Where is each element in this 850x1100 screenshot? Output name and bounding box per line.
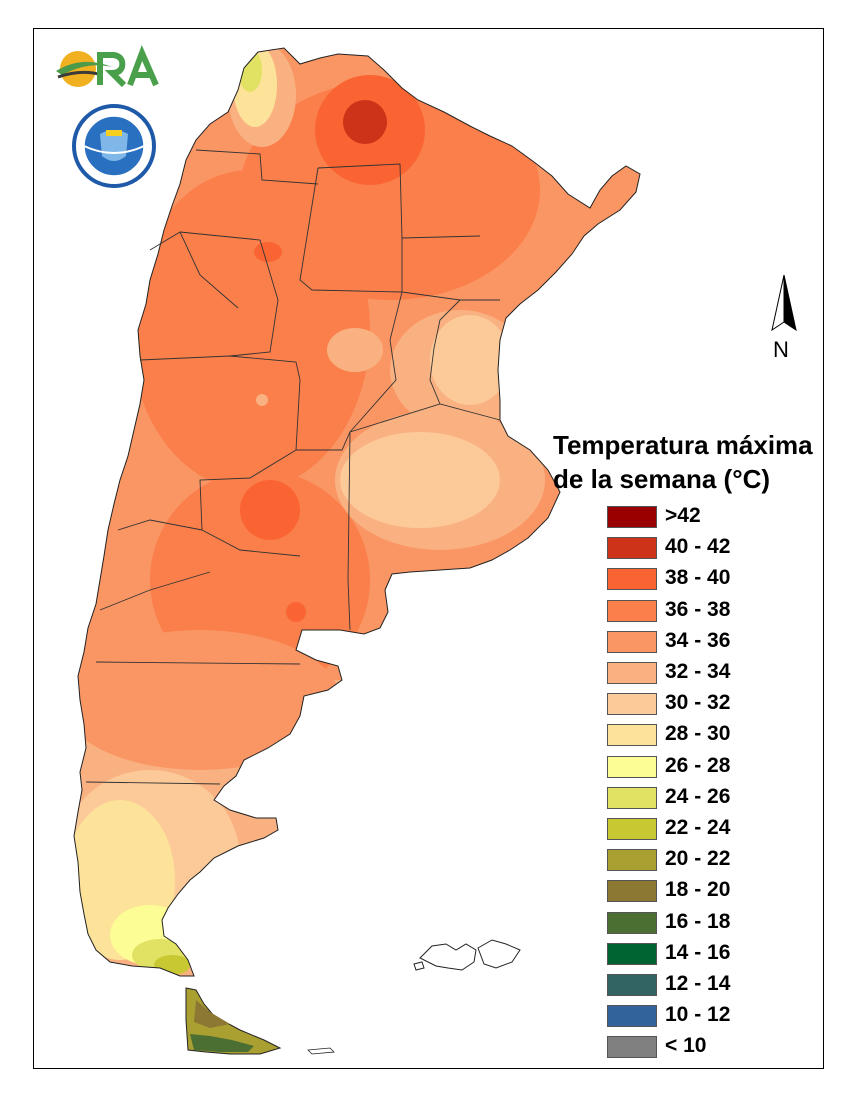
legend-swatch: [607, 974, 657, 996]
legend-label: >42: [665, 504, 701, 527]
legend-label: 10 - 12: [665, 1003, 731, 1027]
legend-swatch: [607, 911, 657, 934]
malvinas-islands: [413, 939, 521, 971]
ora-logo: [56, 45, 159, 88]
legend-label: 24 - 26: [665, 784, 731, 808]
legend-swatch: [607, 568, 657, 591]
legend-swatch: [607, 818, 657, 840]
legend-label: 40 - 42: [665, 535, 731, 559]
legend-label: 32 - 34: [665, 660, 731, 683]
tierra-del-fuego: [185, 987, 335, 1055]
legend-swatch: [607, 724, 657, 747]
legend-label: < 10: [665, 1034, 707, 1058]
legend-title-line1: Temperatura máxima: [553, 430, 813, 460]
legend-swatch: [607, 537, 657, 560]
legend-label: 12 - 14: [665, 972, 731, 995]
legend-swatch: [607, 942, 657, 965]
legend-swatch: [607, 786, 657, 809]
legend-label: 20 - 22: [665, 847, 731, 871]
legend-swatch: [607, 662, 657, 684]
north-label: N: [773, 337, 789, 362]
legend-swatch: [607, 755, 657, 778]
legend-swatch: [607, 630, 657, 653]
legend-label: 28 - 30: [665, 722, 731, 746]
legend-label: 30 - 32: [665, 691, 731, 715]
legend-label: 36 - 38: [665, 597, 731, 621]
legend-title-line2: de la semana (°C): [553, 464, 771, 494]
province-boundaries: [85, 149, 501, 785]
legend-swatch: [607, 599, 657, 622]
smn-logo: [72, 104, 156, 188]
legend-swatch: [607, 1036, 657, 1059]
north-arrow-icon: [771, 274, 797, 332]
legend-label: 22 - 24: [665, 816, 731, 839]
legend-label: 38 - 40: [665, 566, 731, 590]
legend-swatch: [607, 849, 657, 872]
legend-swatch: [607, 1005, 657, 1028]
legend-swatch: [607, 693, 657, 716]
legend-label: 34 - 36: [665, 628, 731, 652]
legend-label: 18 - 20: [665, 878, 731, 902]
legend-swatch: [607, 506, 657, 528]
legend-title: Temperatura máxima de la semana (°C): [553, 428, 833, 496]
legend-label: 26 - 28: [665, 753, 731, 777]
legend-label: 16 - 18: [665, 909, 731, 933]
legend-swatch: [607, 880, 657, 903]
legend-label: 14 - 16: [665, 940, 731, 964]
